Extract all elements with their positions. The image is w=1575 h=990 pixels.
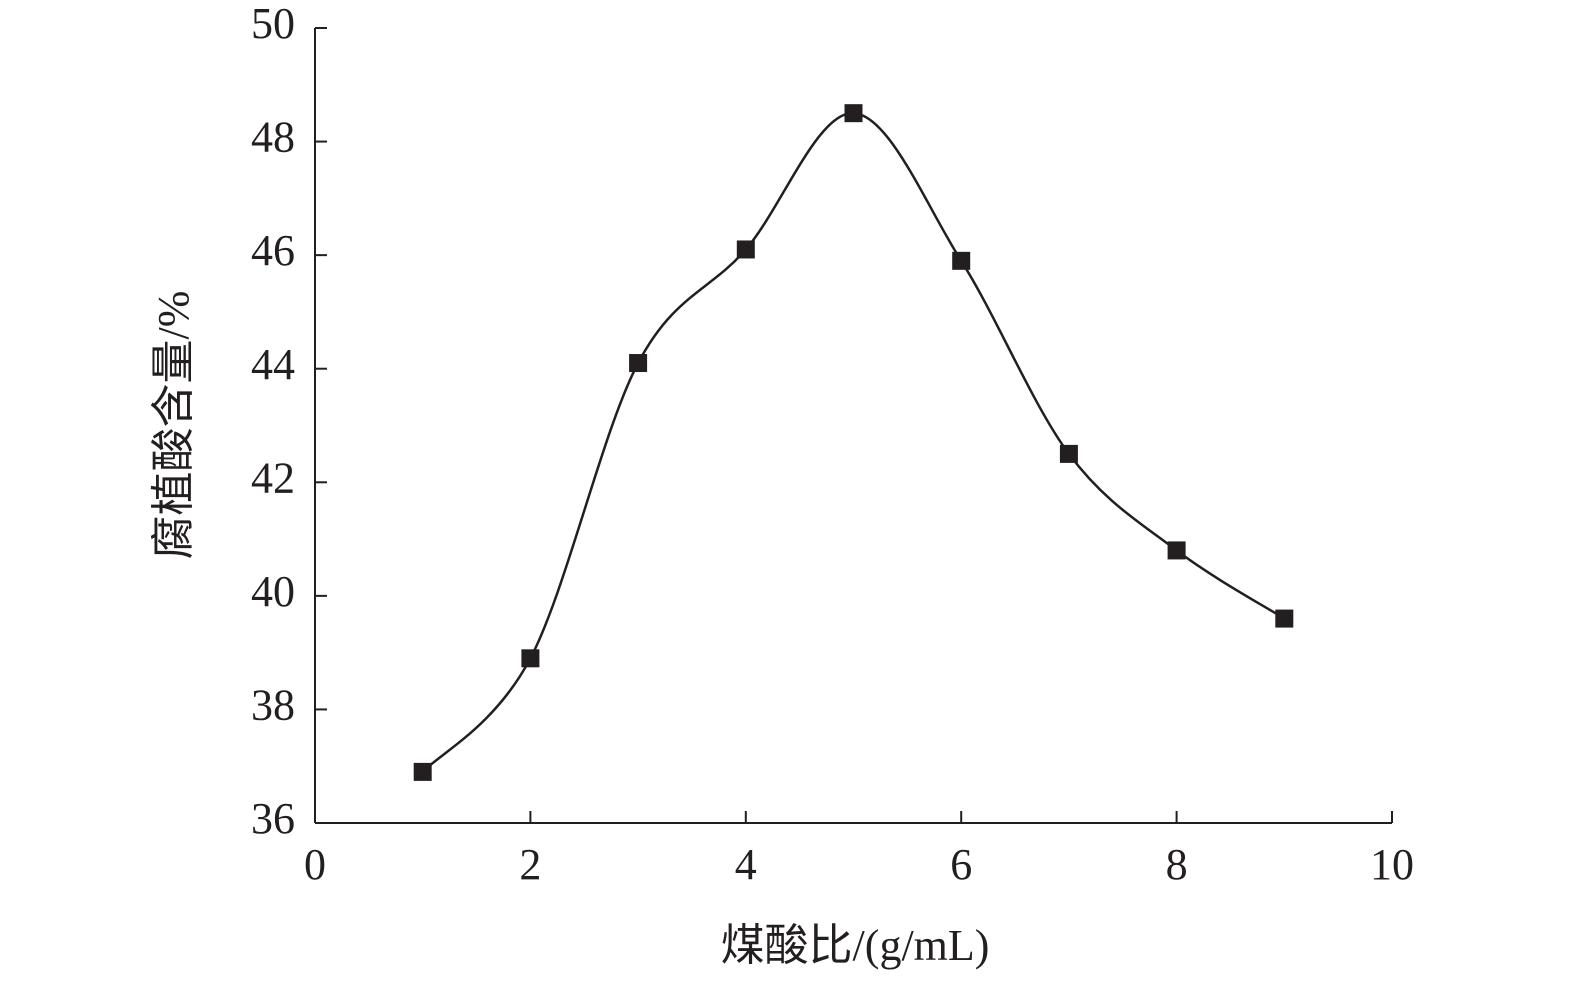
x-tick-label: 2 xyxy=(519,840,541,889)
data-line xyxy=(421,111,1285,773)
y-axis-label: 腐植酸含量/% xyxy=(149,291,198,560)
x-tick-label: 6 xyxy=(950,840,972,889)
marker xyxy=(1167,541,1186,560)
x-axis-label: 煤酸比/(g/mL) xyxy=(721,921,990,970)
marker xyxy=(952,251,971,270)
x-tick-label: 10 xyxy=(1370,840,1414,889)
y-tick-label: 50 xyxy=(251,0,295,48)
y-tick-label: 48 xyxy=(251,113,295,162)
marker xyxy=(521,649,540,668)
y-tick-label: 40 xyxy=(251,567,295,616)
y-tick-label: 38 xyxy=(251,681,295,730)
y-tick-label: 44 xyxy=(251,340,295,389)
y-tick-label: 42 xyxy=(251,453,295,502)
marker xyxy=(629,354,648,373)
x-tick-label: 4 xyxy=(735,840,757,889)
marker xyxy=(413,762,432,781)
marker xyxy=(1275,609,1294,628)
x-tick-label: 8 xyxy=(1166,840,1188,889)
marker xyxy=(736,240,755,259)
marker xyxy=(1059,444,1078,463)
y-tick-label: 46 xyxy=(251,226,295,275)
y-tick-label: 36 xyxy=(251,794,295,843)
marker xyxy=(844,104,863,123)
x-tick-label: 0 xyxy=(304,840,326,889)
